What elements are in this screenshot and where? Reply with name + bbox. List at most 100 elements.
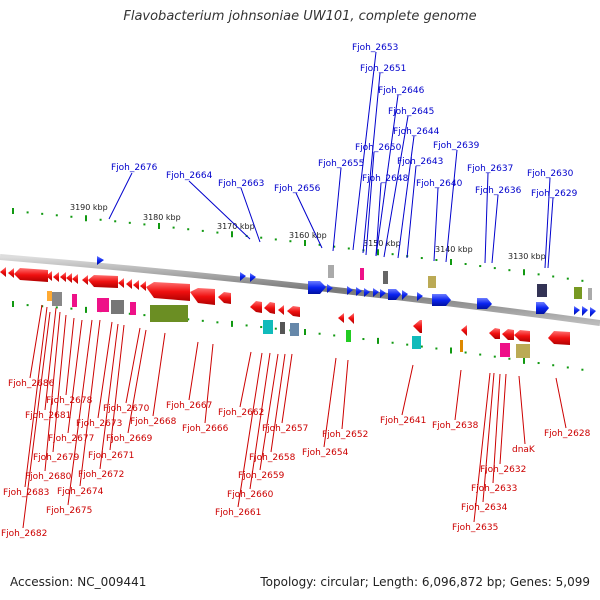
feature-block[interactable] bbox=[97, 298, 109, 312]
gene-arrow-forward[interactable] bbox=[402, 290, 408, 300]
gene-label[interactable]: Fjoh_2629 bbox=[531, 189, 578, 199]
gene-arrow-reverse[interactable] bbox=[88, 275, 118, 288]
gene-label[interactable]: Fjoh_2639 bbox=[433, 141, 480, 151]
gene-label[interactable]: Fjoh_2635 bbox=[452, 523, 498, 533]
gene-label[interactable]: Fjoh_2650 bbox=[355, 143, 402, 153]
gene-label[interactable]: Fjoh_2669 bbox=[106, 434, 153, 444]
gene-label[interactable]: dnaK bbox=[512, 445, 536, 455]
gene-label[interactable]: Fjoh_2648 bbox=[362, 174, 409, 184]
gene-arrow-reverse[interactable] bbox=[82, 275, 88, 285]
feature-block[interactable] bbox=[111, 300, 124, 314]
gene-label[interactable]: Fjoh_2662 bbox=[218, 408, 264, 418]
feature-block[interactable] bbox=[47, 291, 52, 301]
gene-label[interactable]: Fjoh_2660 bbox=[227, 490, 274, 500]
gene-arrow-reverse[interactable] bbox=[0, 267, 6, 277]
gene-arrow-reverse[interactable] bbox=[140, 281, 146, 291]
gene-label[interactable]: Fjoh_2652 bbox=[322, 430, 368, 440]
gene-arrow-reverse[interactable] bbox=[126, 279, 132, 289]
gene-arrow-forward[interactable] bbox=[308, 281, 326, 294]
gene-arrow-forward[interactable] bbox=[356, 287, 362, 296]
gene-arrow-forward[interactable] bbox=[380, 289, 386, 298]
gene-label[interactable]: Fjoh_2677 bbox=[48, 434, 94, 444]
gene-arrow-reverse[interactable] bbox=[8, 268, 14, 278]
gene-label[interactable]: Fjoh_2678 bbox=[46, 396, 93, 406]
gene-arrow-reverse[interactable] bbox=[548, 331, 570, 345]
feature-block[interactable] bbox=[360, 268, 364, 280]
gene-arrow-reverse[interactable] bbox=[514, 330, 530, 342]
gene-arrow-forward[interactable] bbox=[477, 298, 492, 309]
gene-arrow-forward[interactable] bbox=[590, 307, 596, 317]
gene-arrow-reverse[interactable] bbox=[60, 272, 66, 282]
gene-arrow-reverse[interactable] bbox=[250, 301, 262, 313]
gene-arrow-forward[interactable] bbox=[373, 288, 379, 297]
gene-label[interactable]: Fjoh_2632 bbox=[480, 465, 526, 475]
gene-arrow-reverse[interactable] bbox=[413, 320, 422, 333]
gene-label[interactable]: Fjoh_2663 bbox=[218, 179, 264, 189]
gene-label[interactable]: Fjoh_2668 bbox=[130, 417, 177, 427]
gene-arrow-reverse[interactable] bbox=[146, 282, 190, 301]
gene-label[interactable]: Fjoh_2670 bbox=[103, 404, 150, 414]
gene-arrow-reverse[interactable] bbox=[190, 288, 215, 305]
gene-label[interactable]: Fjoh_2686 bbox=[8, 379, 55, 389]
gene-arrow-reverse[interactable] bbox=[14, 268, 48, 282]
feature-block[interactable] bbox=[290, 323, 299, 336]
gene-label[interactable]: Fjoh_2667 bbox=[166, 401, 212, 411]
feature-block[interactable] bbox=[280, 322, 285, 334]
gene-arrow-reverse[interactable] bbox=[66, 273, 72, 283]
gene-arrow-forward[interactable] bbox=[417, 292, 423, 301]
gene-label[interactable]: Fjoh_2638 bbox=[432, 421, 479, 431]
feature-block[interactable] bbox=[383, 271, 388, 284]
feature-block[interactable] bbox=[516, 344, 530, 358]
gene-label[interactable]: Fjoh_2644 bbox=[393, 127, 440, 137]
gene-arrow-forward[interactable] bbox=[240, 272, 246, 281]
gene-label[interactable]: Fjoh_2645 bbox=[388, 107, 434, 117]
feature-block[interactable] bbox=[346, 330, 351, 342]
gene-label[interactable]: Fjoh_2651 bbox=[360, 64, 406, 74]
gene-arrow-forward[interactable] bbox=[347, 286, 353, 295]
gene-arrow-forward[interactable] bbox=[536, 302, 549, 314]
gene-label[interactable]: Fjoh_2659 bbox=[238, 471, 285, 481]
gene-label[interactable]: Fjoh_2646 bbox=[378, 86, 425, 96]
gene-label[interactable]: Fjoh_2683 bbox=[3, 488, 49, 498]
feature-block[interactable] bbox=[428, 276, 436, 288]
gene-label[interactable]: Fjoh_2671 bbox=[88, 451, 134, 461]
gene-label[interactable]: Fjoh_2682 bbox=[1, 529, 47, 539]
gene-label[interactable]: Fjoh_2681 bbox=[25, 411, 71, 421]
gene-arrow-reverse[interactable] bbox=[118, 278, 124, 288]
gene-arrow-forward[interactable] bbox=[574, 306, 580, 315]
feature-block[interactable] bbox=[412, 336, 421, 349]
gene-arrow-reverse[interactable] bbox=[264, 302, 275, 314]
gene-arrow-reverse[interactable] bbox=[218, 292, 231, 304]
gene-label[interactable]: Fjoh_2657 bbox=[262, 424, 308, 434]
feature-block[interactable] bbox=[460, 340, 463, 352]
feature-block[interactable] bbox=[500, 343, 510, 357]
gene-label[interactable]: Fjoh_2680 bbox=[25, 472, 72, 482]
feature-block[interactable] bbox=[52, 292, 62, 306]
gene-arrow-forward[interactable] bbox=[364, 288, 370, 297]
feature-block[interactable] bbox=[588, 288, 592, 300]
gene-arrow-forward[interactable] bbox=[327, 284, 333, 293]
feature-block[interactable] bbox=[328, 265, 334, 278]
gene-label[interactable]: Fjoh_2640 bbox=[416, 179, 463, 189]
feature-block[interactable] bbox=[263, 320, 273, 334]
gene-label[interactable]: Fjoh_2664 bbox=[166, 171, 213, 181]
gene-label[interactable]: Fjoh_2679 bbox=[33, 453, 80, 463]
feature-block[interactable] bbox=[130, 302, 136, 315]
gene-label[interactable]: Fjoh_2676 bbox=[111, 163, 158, 173]
gene-arrow-forward[interactable] bbox=[250, 273, 256, 282]
feature-block[interactable] bbox=[150, 305, 188, 322]
gene-label[interactable]: Fjoh_2654 bbox=[302, 448, 349, 458]
gene-label[interactable]: Fjoh_2666 bbox=[182, 424, 229, 434]
gene-label[interactable]: Fjoh_2637 bbox=[467, 164, 513, 174]
gene-arrow-reverse[interactable] bbox=[72, 274, 78, 284]
feature-block[interactable] bbox=[72, 294, 77, 307]
gene-arrow-reverse[interactable] bbox=[53, 272, 59, 282]
gene-arrow-reverse[interactable] bbox=[133, 280, 139, 290]
gene-arrow-reverse[interactable] bbox=[461, 325, 467, 336]
gene-arrow-reverse[interactable] bbox=[46, 271, 52, 281]
gene-label[interactable]: Fjoh_2633 bbox=[471, 484, 517, 494]
gene-arrow-forward[interactable] bbox=[388, 289, 401, 300]
gene-label[interactable]: Fjoh_2675 bbox=[46, 506, 92, 516]
gene-label[interactable]: Fjoh_2630 bbox=[527, 169, 574, 179]
gene-arrow-reverse[interactable] bbox=[287, 306, 300, 317]
